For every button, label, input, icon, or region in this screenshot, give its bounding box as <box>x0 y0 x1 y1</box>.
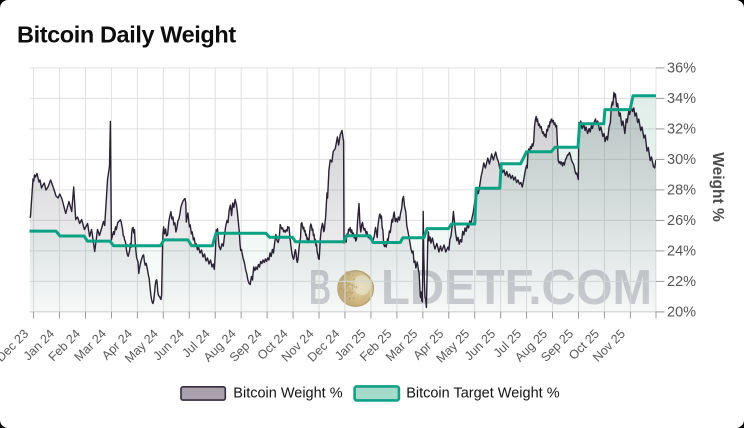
svg-text:26%: 26% <box>667 213 696 229</box>
svg-text:34%: 34% <box>667 91 696 107</box>
svg-text:32%: 32% <box>667 122 696 138</box>
svg-text:Bitcoin Weight %: Bitcoin Weight % <box>233 386 342 402</box>
svg-text:20%: 20% <box>667 305 696 321</box>
svg-text:30%: 30% <box>667 152 696 168</box>
svg-text:24%: 24% <box>667 244 696 260</box>
svg-text:36%: 36% <box>667 61 696 77</box>
svg-text:Bitcoin Daily Weight: Bitcoin Daily Weight <box>17 22 236 48</box>
svg-text:28%: 28% <box>667 183 696 199</box>
svg-text:Bitcoin Target Weight %: Bitcoin Target Weight % <box>406 386 560 402</box>
svg-text:22%: 22% <box>667 274 696 290</box>
svg-text:Weight %: Weight % <box>709 152 726 222</box>
